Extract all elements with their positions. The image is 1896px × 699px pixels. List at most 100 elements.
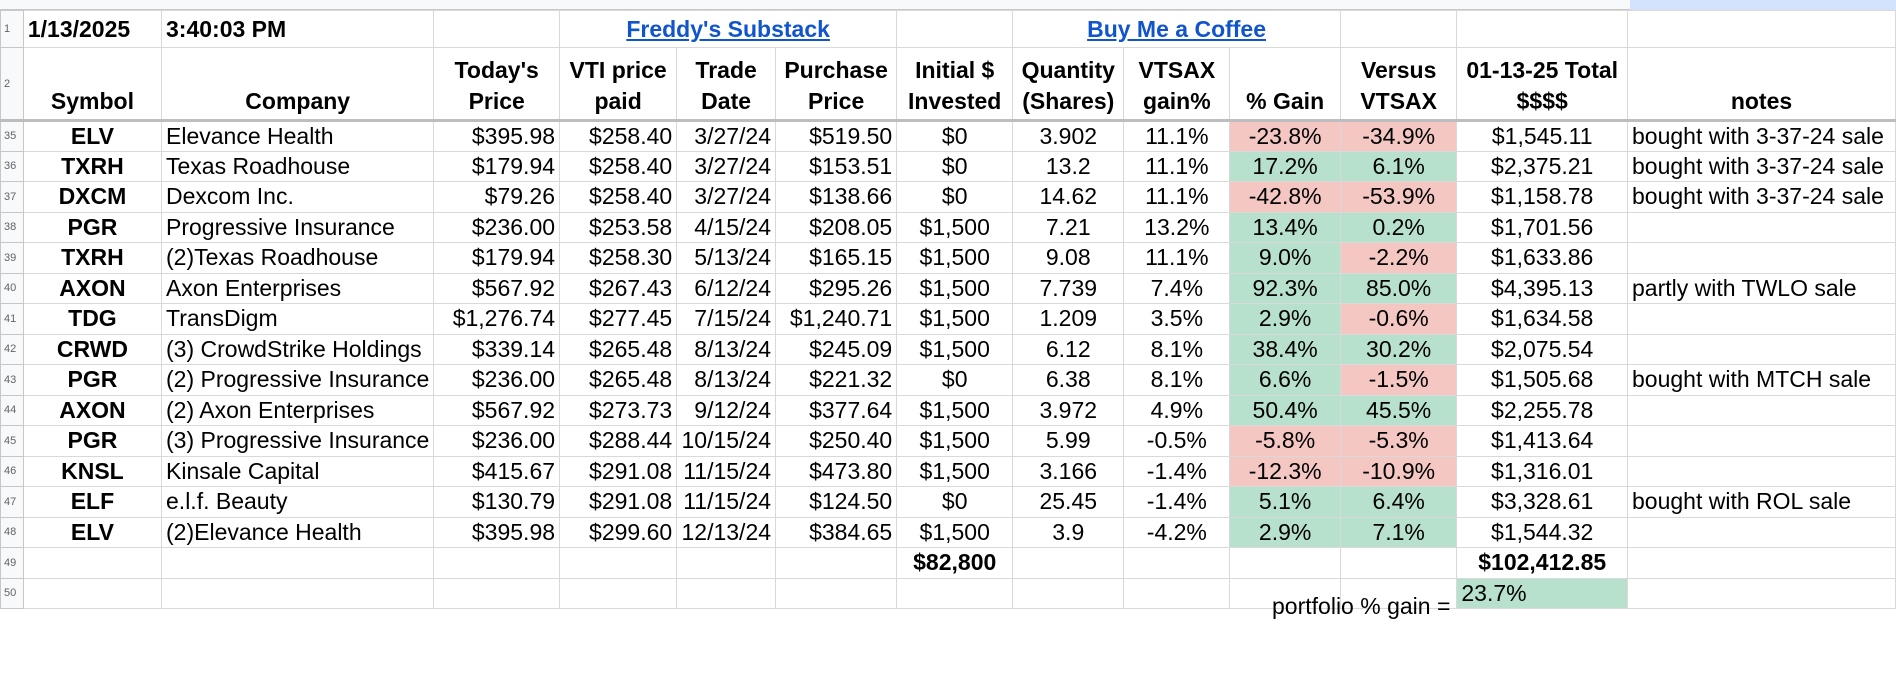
symbol-cell[interactable]: PGR <box>22 211 163 243</box>
todays-price-cell[interactable]: $236.00 <box>433 425 561 457</box>
company-cell[interactable]: Texas Roadhouse <box>161 150 435 182</box>
vtsax-gain-cell[interactable]: -4.2% <box>1123 516 1231 548</box>
empty-cell[interactable] <box>1456 10 1629 48</box>
substack-link-cell[interactable]: Freddy's Substack <box>559 10 898 48</box>
symbol-cell[interactable]: PGR <box>22 364 163 396</box>
company-cell[interactable]: Axon Enterprises <box>161 272 435 304</box>
empty-cell[interactable] <box>22 577 163 609</box>
symbol-cell[interactable]: CRWD <box>22 333 163 365</box>
vti-price-cell[interactable]: $273.73 <box>559 394 678 426</box>
row-number[interactable]: 46 <box>0 455 24 487</box>
notes-cell[interactable] <box>1627 516 1896 548</box>
company-cell[interactable]: Dexcom Inc. <box>161 181 435 213</box>
portfolio-gain-label-cell[interactable]: portfolio % gain = <box>1272 577 1458 619</box>
versus-vtsax-cell[interactable]: -53.9% <box>1339 181 1458 213</box>
notes-cell[interactable] <box>1627 333 1896 365</box>
row-number[interactable]: 47 <box>0 486 24 518</box>
coffee-link-cell[interactable]: Buy Me a Coffee <box>1012 10 1341 48</box>
quantity-cell[interactable]: 25.45 <box>1012 486 1125 518</box>
quantity-cell[interactable]: 7.739 <box>1012 272 1125 304</box>
initial-invested-cell[interactable]: $0 <box>896 486 1014 518</box>
trade-date-cell[interactable]: 8/13/24 <box>676 364 777 396</box>
purchase-price-cell[interactable]: $519.50 <box>775 120 898 152</box>
purchase-price-cell[interactable]: $250.40 <box>775 425 898 457</box>
versus-vtsax-cell[interactable]: -2.2% <box>1339 242 1458 274</box>
versus-vtsax-cell[interactable]: 45.5% <box>1339 394 1458 426</box>
versus-vtsax-cell[interactable]: 6.1% <box>1339 150 1458 182</box>
empty-cell[interactable] <box>896 10 1014 48</box>
empty-cell[interactable] <box>1627 547 1896 579</box>
company-cell[interactable]: Kinsale Capital <box>161 455 435 487</box>
total-cell[interactable]: $1,633.86 <box>1456 242 1629 274</box>
empty-cell[interactable] <box>1229 547 1341 579</box>
row-number[interactable]: 43 <box>0 364 24 396</box>
portfolio-gain-value[interactable]: 23.7% <box>1456 577 1629 609</box>
row-number[interactable]: 48 <box>0 516 24 548</box>
company-cell[interactable]: TransDigm <box>161 303 435 335</box>
vtsax-gain-cell[interactable]: 3.5% <box>1123 303 1231 335</box>
trade-date-cell[interactable]: 11/15/24 <box>676 455 777 487</box>
trade-date-cell[interactable]: 12/13/24 <box>676 516 777 548</box>
pct-gain-cell[interactable]: 2.9% <box>1229 303 1341 335</box>
total-cell[interactable]: $1,634.58 <box>1456 303 1629 335</box>
todays-price-cell[interactable]: $415.67 <box>433 455 561 487</box>
vtsax-gain-cell[interactable]: -1.4% <box>1123 486 1231 518</box>
pct-gain-header[interactable]: % Gain <box>1229 47 1341 122</box>
empty-cell[interactable] <box>676 547 777 579</box>
company-cell[interactable]: (3) Progressive Insurance <box>161 425 435 457</box>
trade-date-cell[interactable]: 9/12/24 <box>676 394 777 426</box>
total-cell[interactable]: $1,545.11 <box>1456 120 1629 152</box>
empty-cell[interactable] <box>1012 577 1125 609</box>
vti-price-cell[interactable]: $258.30 <box>559 242 678 274</box>
purchase-price-cell[interactable]: $295.26 <box>775 272 898 304</box>
initial-invested-cell[interactable]: $0 <box>896 181 1014 213</box>
todays-price-cell[interactable]: $1,276.74 <box>433 303 561 335</box>
trade-date-cell[interactable]: 11/15/24 <box>676 486 777 518</box>
purchase-price-cell[interactable]: $245.09 <box>775 333 898 365</box>
date-cell[interactable]: 1/13/2025 <box>22 10 163 48</box>
total-cell[interactable]: $1,158.78 <box>1456 181 1629 213</box>
purchase-price-cell[interactable]: $473.80 <box>775 455 898 487</box>
versus-vtsax-cell[interactable]: -1.5% <box>1339 364 1458 396</box>
todays-price-cell[interactable]: $130.79 <box>433 486 561 518</box>
quantity-cell[interactable]: 3.902 <box>1012 120 1125 152</box>
substack-link[interactable]: Freddy's Substack <box>626 15 830 42</box>
trade-date-cell[interactable]: 8/13/24 <box>676 333 777 365</box>
total-cell[interactable]: $1,701.56 <box>1456 211 1629 243</box>
empty-cell[interactable] <box>1123 577 1231 609</box>
row-number[interactable]: 1 <box>0 10 24 48</box>
versus-vtsax-cell[interactable]: 85.0% <box>1339 272 1458 304</box>
row-number[interactable]: 36 <box>0 150 24 182</box>
pct-gain-cell[interactable]: -42.8% <box>1229 181 1341 213</box>
company-cell[interactable]: Elevance Health <box>161 120 435 152</box>
empty-cell[interactable] <box>1339 10 1458 48</box>
pct-gain-cell[interactable]: -12.3% <box>1229 455 1341 487</box>
pct-gain-cell[interactable]: 17.2% <box>1229 150 1341 182</box>
initial-invested-cell[interactable]: $1,500 <box>896 333 1014 365</box>
vtsax-gain-header[interactable]: VTSAX gain% <box>1123 47 1231 122</box>
vti-price-cell[interactable]: $253.58 <box>559 211 678 243</box>
todays-price-cell[interactable]: $236.00 <box>433 211 561 243</box>
empty-cell[interactable] <box>559 547 678 579</box>
empty-cell[interactable] <box>1123 547 1231 579</box>
initial-invested-cell[interactable]: $1,500 <box>896 272 1014 304</box>
purchase-price-cell[interactable]: $384.65 <box>775 516 898 548</box>
total-cell[interactable]: $1,544.32 <box>1456 516 1629 548</box>
versus-vtsax-cell[interactable]: 0.2% <box>1339 211 1458 243</box>
quantity-cell[interactable]: 5.99 <box>1012 425 1125 457</box>
company-cell[interactable]: (2)Elevance Health <box>161 516 435 548</box>
todays-price-cell[interactable]: $79.26 <box>433 181 561 213</box>
row-number[interactable]: 44 <box>0 394 24 426</box>
todays-price-cell[interactable]: $179.94 <box>433 242 561 274</box>
vtsax-gain-cell[interactable]: -1.4% <box>1123 455 1231 487</box>
vti-price-cell[interactable]: $258.40 <box>559 120 678 152</box>
pct-gain-cell[interactable]: 6.6% <box>1229 364 1341 396</box>
pct-gain-cell[interactable]: 92.3% <box>1229 272 1341 304</box>
notes-cell[interactable]: bought with 3-37-24 sale <box>1627 120 1896 152</box>
purchase-price-cell[interactable]: $153.51 <box>775 150 898 182</box>
total-header[interactable]: 01-13-25 Total $$$$ <box>1456 47 1629 122</box>
row-number[interactable]: 39 <box>0 242 24 274</box>
vti-price-cell[interactable]: $258.40 <box>559 181 678 213</box>
symbol-header[interactable]: Symbol <box>22 47 163 122</box>
vtsax-gain-cell[interactable]: 11.1% <box>1123 181 1231 213</box>
